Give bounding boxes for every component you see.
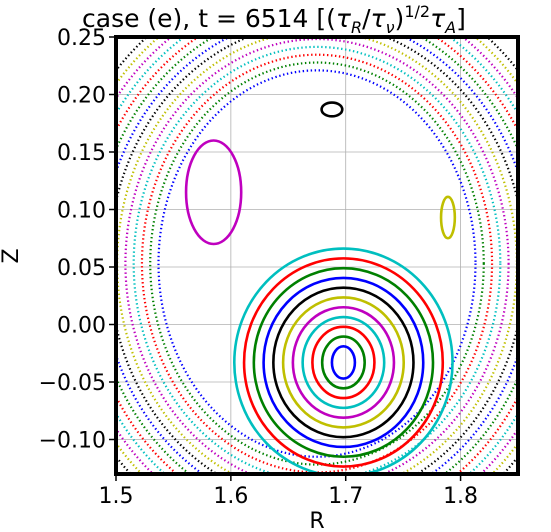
- right-small-island-surface-0: [439, 195, 457, 240]
- title-prefix: case (e), t = 6514 [(: [82, 4, 336, 33]
- upper-left-o-point-surface-0: [184, 139, 243, 246]
- title-sub-a: A: [444, 18, 456, 37]
- title-tau-nu: τ: [371, 4, 387, 33]
- y-axis-label: Z: [0, 248, 24, 263]
- x-axis-label: R: [309, 509, 324, 532]
- y-tick-label: −0.10: [39, 429, 106, 454]
- y-tick-label: 0.00: [57, 314, 106, 339]
- x-tick-label: 1.6: [213, 484, 248, 509]
- y-tick-label: −0.05: [39, 371, 106, 396]
- x-axis-ticks: 1.5 1.6 1.7 1.8: [99, 474, 478, 509]
- title-tau-a: τ: [430, 4, 446, 33]
- title-exponent: 1/2: [404, 2, 430, 21]
- y-tick-label: 0.15: [57, 141, 106, 166]
- title-sub-r: R: [351, 18, 362, 37]
- title-sub-nu: ν: [386, 18, 395, 37]
- lower-o-point-surface-0: [330, 345, 357, 380]
- title-end: ]: [456, 4, 466, 33]
- plot-frame: [114, 35, 520, 476]
- flux-surfaces: [116, 37, 518, 474]
- x-tick-label: 1.8: [443, 484, 478, 509]
- top-small-island-surface-0: [320, 101, 344, 118]
- undefined-surface-3: [132, 45, 502, 474]
- x-tick-label: 1.7: [328, 484, 363, 509]
- undefined-surface-5: [116, 37, 518, 474]
- x-tick-label: 1.5: [99, 484, 134, 509]
- lower-o-point-surface-3: [301, 315, 386, 410]
- lower-o-point-surface-6: [272, 286, 415, 439]
- title-slash: /: [362, 4, 371, 33]
- lower-o-point-surface-7: [262, 276, 425, 449]
- lower-o-point-surface-10: [233, 247, 454, 474]
- y-tick-label: 0.25: [57, 26, 106, 51]
- undefined-surface-2: [140, 53, 494, 474]
- lower-o-point-surface-1: [320, 335, 366, 390]
- y-tick-label: 0.10: [57, 199, 106, 224]
- title-tau-r: τ: [336, 4, 352, 33]
- y-axis-ticks: −0.10 −0.05 0.00 0.05 0.10 0.15 0.20 0.25: [39, 26, 116, 454]
- undefined-surface-0: [157, 69, 477, 458]
- undefined-surface-7: [116, 37, 518, 474]
- title-close: ): [395, 4, 405, 33]
- y-tick-label: 0.20: [57, 84, 106, 109]
- undefined-surface-1: [149, 61, 485, 466]
- y-tick-label: 0.05: [57, 256, 106, 281]
- lower-o-point-surface-4: [291, 305, 396, 419]
- lower-o-point-surface-2: [311, 325, 376, 400]
- undefined-surface-4: [124, 38, 510, 474]
- lower-o-point-surface-8: [252, 266, 435, 459]
- chart-title: case (e), t = 6514 [(τR/τν)1/2τA]: [82, 2, 466, 37]
- undefined-surface-13: [116, 37, 518, 474]
- lower-o-point-surface-9: [242, 257, 445, 468]
- lower-o-point-surface-5: [281, 296, 406, 429]
- undefined-surface-9: [116, 37, 518, 474]
